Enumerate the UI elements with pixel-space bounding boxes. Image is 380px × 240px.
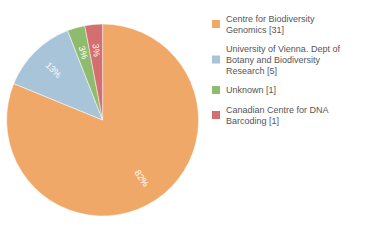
svg-text:Research [5]: Research [5] xyxy=(226,66,277,76)
svg-text:Botany and Biodiversity: Botany and Biodiversity xyxy=(226,55,321,65)
svg-text:University of Vienna. Dept of: University of Vienna. Dept of xyxy=(226,44,340,54)
svg-text:3%: 3% xyxy=(77,45,90,60)
svg-text:13%: 13% xyxy=(43,60,63,80)
svg-text:Unknown [1]: Unknown [1] xyxy=(226,85,276,95)
svg-text:Centre for Biodiversity: Centre for Biodiversity xyxy=(226,14,315,24)
svg-text:Genomics [31]: Genomics [31] xyxy=(226,25,284,35)
svg-text:82%: 82% xyxy=(133,168,151,189)
svg-text:Canadian Centre for DNA: Canadian Centre for DNA xyxy=(226,105,329,115)
svg-text:Barcoding [1]: Barcoding [1] xyxy=(226,116,279,126)
svg-text:3%: 3% xyxy=(90,43,101,57)
